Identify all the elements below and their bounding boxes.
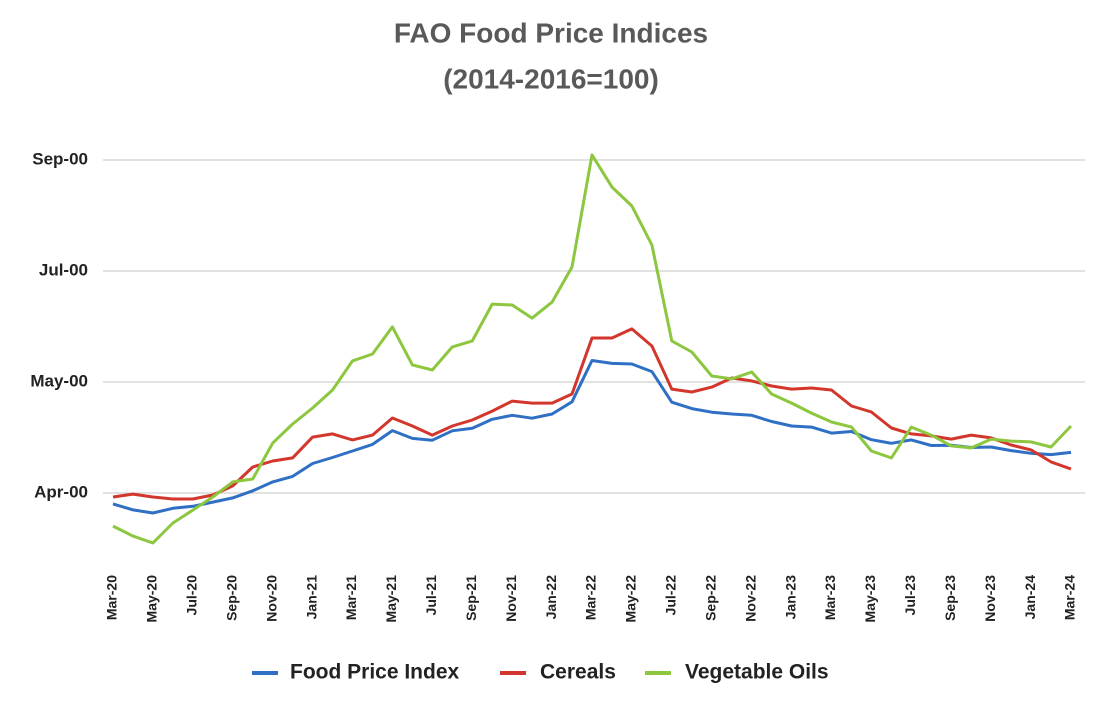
y-tick-label: Sep-00: [32, 149, 88, 168]
x-tick-label: Jan-24: [1022, 575, 1038, 620]
x-tick-label: Nov-23: [982, 575, 998, 622]
x-tick-label: May-21: [383, 575, 399, 623]
legend-label: Vegetable Oils: [685, 661, 829, 684]
x-tick-label: Sep-22: [702, 575, 718, 621]
y-tick-label: Apr-00: [34, 482, 88, 501]
series-line: [112, 359, 1072, 515]
x-tick-label: Sep-23: [942, 575, 958, 621]
x-tick-label: Sep-20: [223, 575, 239, 621]
x-tick-label: Jan-21: [303, 575, 319, 620]
x-tick-label: May-23: [862, 575, 878, 623]
x-tick-label: Sep-21: [463, 575, 479, 621]
x-tick-label: Nov-22: [742, 575, 758, 622]
x-tick-label: Nov-21: [503, 575, 519, 622]
x-tick-label: Mar-22: [583, 575, 599, 620]
x-tick-label: Jan-23: [782, 575, 798, 620]
chart-subtitle: (2014-2016=100): [443, 63, 659, 94]
x-tick-label: Jul-22: [663, 575, 679, 616]
x-tick-label: Mar-21: [343, 575, 359, 620]
y-tick-label: Jul-00: [39, 260, 88, 279]
x-tick-label: Jul-21: [423, 575, 439, 616]
x-tick-label: Mar-23: [822, 575, 838, 620]
x-tick-label: Mar-20: [104, 575, 120, 620]
x-tick-label: May-20: [144, 575, 160, 623]
series-line: [112, 327, 1072, 501]
y-tick-label: May-00: [30, 371, 88, 390]
x-tick-label: Mar-24: [1062, 575, 1078, 620]
legend-label: Food Price Index: [290, 661, 460, 684]
x-tick-label: Jul-23: [902, 575, 918, 616]
x-tick-label: May-22: [623, 575, 639, 623]
chart-title: FAO Food Price Indices: [394, 17, 708, 48]
x-tick-label: Nov-20: [263, 575, 279, 622]
x-tick-label: Jan-22: [543, 575, 559, 620]
x-tick-label: Jul-20: [184, 575, 200, 616]
series-line: [112, 153, 1073, 545]
legend-label: Cereals: [540, 661, 616, 684]
